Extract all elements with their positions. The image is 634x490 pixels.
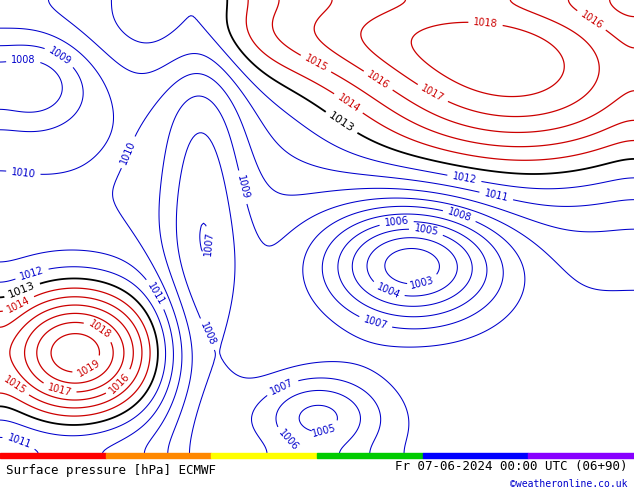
Text: 1005: 1005 [413, 223, 439, 238]
Text: 1012: 1012 [451, 171, 477, 186]
Text: 1016: 1016 [579, 9, 605, 31]
Text: 1009: 1009 [47, 45, 73, 67]
Text: 1017: 1017 [419, 83, 446, 104]
Text: 1015: 1015 [302, 53, 329, 74]
Bar [106, 453, 211, 458]
Text: ©weatheronline.co.uk: ©weatheronline.co.uk [510, 480, 628, 490]
Text: 1007: 1007 [203, 231, 215, 256]
Text: 1007: 1007 [269, 377, 295, 396]
Text: 1003: 1003 [409, 275, 435, 291]
Text: 1014: 1014 [335, 92, 361, 114]
Bar [423, 453, 528, 458]
Text: 1014: 1014 [6, 294, 32, 315]
Text: 1004: 1004 [375, 282, 401, 301]
Text: 1009: 1009 [235, 174, 250, 200]
Text: 1008: 1008 [446, 207, 473, 224]
Text: 1010: 1010 [119, 139, 138, 166]
Text: 1012: 1012 [18, 265, 45, 282]
Text: 1013: 1013 [327, 111, 356, 135]
Bar [0, 453, 106, 458]
Text: 1008: 1008 [11, 55, 36, 65]
Text: 1006: 1006 [384, 216, 409, 228]
Text: 1017: 1017 [46, 382, 72, 398]
Text: 1013: 1013 [8, 281, 37, 300]
Text: 1008: 1008 [198, 321, 217, 347]
Text: 1018: 1018 [473, 17, 498, 29]
Text: 1019: 1019 [76, 358, 102, 379]
Text: 1016: 1016 [365, 70, 391, 92]
Text: 1006: 1006 [276, 428, 301, 453]
Text: 1018: 1018 [87, 318, 113, 341]
Bar [317, 453, 423, 458]
Text: 1016: 1016 [108, 371, 133, 395]
Text: Fr 07-06-2024 00:00 UTC (06+90): Fr 07-06-2024 00:00 UTC (06+90) [395, 460, 628, 473]
Text: 1005: 1005 [311, 423, 338, 439]
Bar [528, 453, 634, 458]
Text: 1010: 1010 [11, 167, 36, 179]
Text: Surface pressure [hPa] ECMWF: Surface pressure [hPa] ECMWF [6, 465, 216, 477]
Text: 1015: 1015 [2, 374, 28, 396]
Text: 1011: 1011 [483, 189, 509, 203]
Text: 1011: 1011 [6, 433, 32, 451]
Bar [211, 453, 317, 458]
Text: 1007: 1007 [362, 315, 389, 332]
Text: 1011: 1011 [146, 281, 167, 307]
